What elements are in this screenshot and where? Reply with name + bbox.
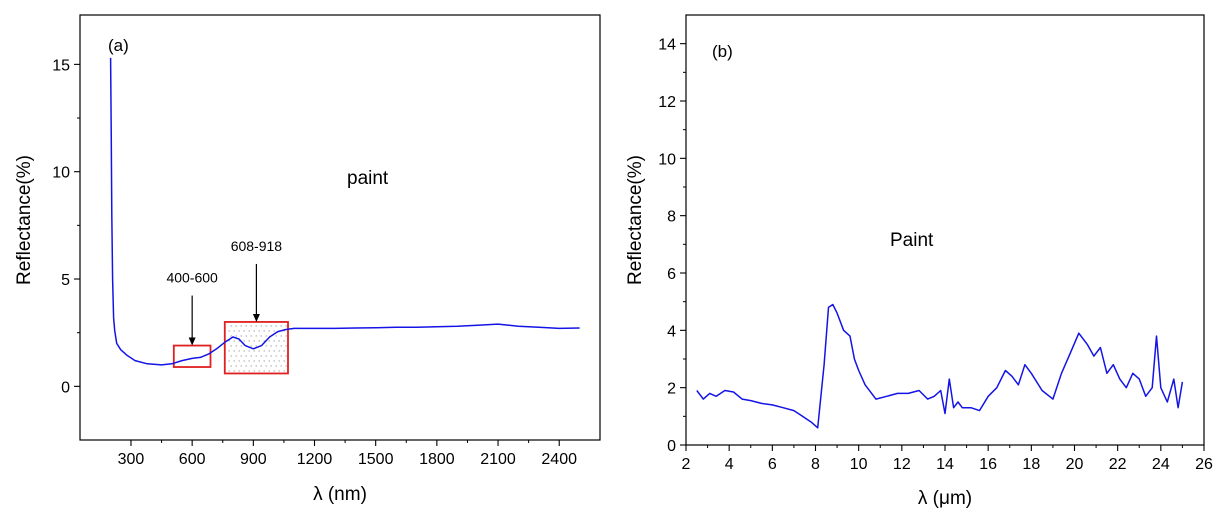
x-tick-label-a: 2100 — [480, 451, 516, 468]
y-tick-label-b: 0 — [667, 438, 676, 455]
y-axis-label-a: Reflectance(%) — [14, 155, 35, 285]
highlight-label-2: 608-918 — [231, 238, 283, 254]
axis-ticks-a: 300 600 900 1200 1500 1800 2100 2400 0 5 10 15 — [52, 57, 577, 468]
x-tick-label-b: 12 — [893, 456, 911, 473]
annotation-b: Paint — [890, 230, 934, 251]
x-tick-label-b: 10 — [850, 456, 868, 473]
y-tick-label-b: 10 — [658, 151, 676, 168]
highlight-fill-2 — [228, 325, 287, 372]
x-tick-label-a: 2400 — [541, 451, 577, 468]
panel-label-b: (b) — [712, 42, 733, 61]
x-tick-label-b: 20 — [1066, 456, 1084, 473]
panel-label-a: (a) — [108, 36, 129, 55]
y-tick-label-b: 14 — [658, 37, 676, 54]
x-tick-label-a: 1500 — [358, 451, 394, 468]
data-marks-b — [696, 303, 1184, 429]
series-line-a-0 — [109, 57, 580, 366]
x-tick-label-b: 14 — [936, 456, 954, 473]
y-tick-label-a: 0 — [61, 379, 70, 396]
y-tick-label-a: 5 — [61, 272, 70, 289]
highlight-arrowhead-2 — [252, 313, 260, 322]
annotation-a: paint — [347, 168, 389, 189]
y-tick-label-b: 8 — [667, 209, 676, 226]
y-axis-label-b: Reflectance(%) — [625, 155, 646, 285]
x-tick-label-a: 300 — [118, 451, 145, 468]
y-tick-label-b: 2 — [667, 381, 676, 398]
x-tick-label-b: 18 — [1022, 456, 1040, 473]
x-tick-label-a: 900 — [240, 451, 267, 468]
x-tick-label-b: 22 — [1109, 456, 1127, 473]
y-tick-label-b: 6 — [667, 266, 676, 283]
plot-area-frame-a — [79, 14, 601, 441]
x-axis-label-b: λ (μm) — [918, 488, 972, 509]
plot-area-frame-b — [685, 14, 1205, 446]
x-tick-label-b: 26 — [1195, 456, 1213, 473]
x-tick-label-b: 16 — [979, 456, 997, 473]
highlight-arrowhead-1 — [188, 337, 196, 346]
highlight-label-1: 400-600 — [166, 270, 218, 286]
x-tick-label-b: 6 — [768, 456, 777, 473]
x-tick-label-b: 2 — [682, 456, 691, 473]
x-tick-label-b: 24 — [1152, 456, 1170, 473]
y-tick-label-a: 15 — [52, 57, 70, 74]
series-line-b-0 — [696, 303, 1184, 429]
chart-panel-a: 300 600 900 1200 1500 1800 2100 2400 0 5 10 15 400-… — [14, 14, 601, 505]
x-tick-label-a: 600 — [179, 451, 206, 468]
x-axis-label-a: λ (nm) — [313, 484, 367, 505]
x-tick-label-a: 1200 — [297, 451, 333, 468]
x-tick-label-a: 1800 — [419, 451, 455, 468]
x-tick-label-b: 8 — [811, 456, 820, 473]
x-tick-label-b: 4 — [725, 456, 734, 473]
data-marks-a: 400-600 608-918 — [109, 57, 580, 375]
y-tick-label-a: 10 — [52, 165, 70, 182]
y-tick-label-b: 4 — [667, 323, 676, 340]
y-tick-label-b: 12 — [658, 94, 676, 111]
